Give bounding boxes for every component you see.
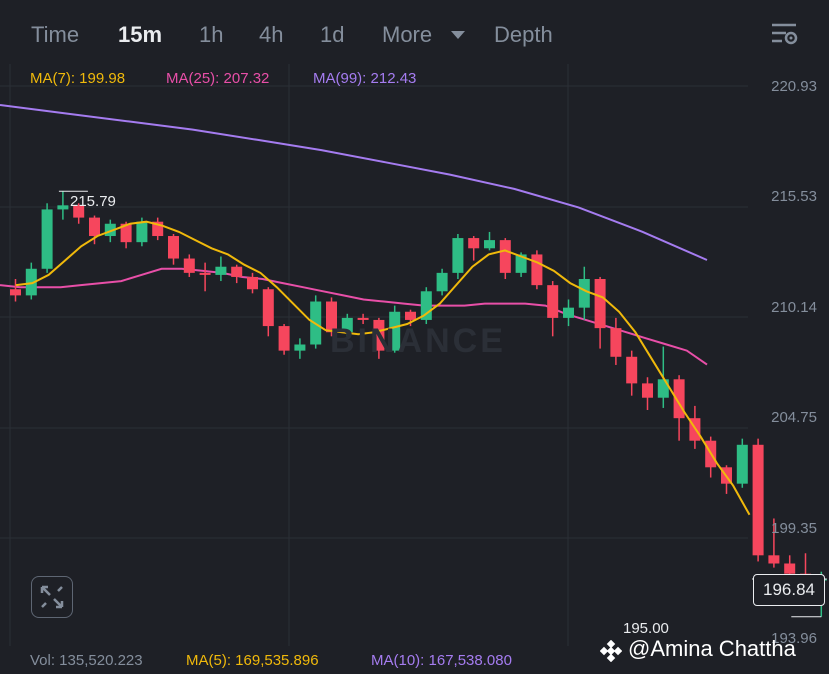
- ma99-line: [0, 104, 708, 261]
- candle-body: [784, 563, 796, 574]
- candle-body: [594, 279, 606, 329]
- volume-ma10-legend: MA(10): 167,538.080: [371, 652, 512, 669]
- candle-body: [278, 326, 290, 351]
- tab-time[interactable]: Time: [31, 22, 80, 47]
- candle-body: [673, 379, 685, 419]
- candle-body: [247, 276, 258, 290]
- candle-body: [452, 238, 464, 273]
- candle-body: [168, 236, 179, 259]
- ma25-legend: MA(25): 207.32: [166, 70, 270, 87]
- tab-15m[interactable]: 15m: [118, 22, 163, 47]
- binance-logo-icon: [600, 640, 622, 662]
- candle-body: [357, 317, 369, 320]
- candle-body: [736, 444, 748, 484]
- candle-body: [531, 254, 543, 286]
- candle-body: [136, 221, 148, 243]
- candle-body: [89, 217, 100, 237]
- candle-body: [199, 272, 211, 275]
- author-name: @Amina Chattha: [628, 636, 796, 661]
- binance-watermark: BINANCE: [330, 322, 506, 360]
- high-price-label: 215.79: [70, 193, 116, 210]
- chevron-down-icon[interactable]: [451, 31, 465, 39]
- volume-ma5-legend: MA(5): 169,535.896: [186, 652, 319, 669]
- candle-body: [183, 258, 195, 273]
- tab-4h[interactable]: 4h: [259, 22, 284, 47]
- tab-more[interactable]: More: [382, 22, 433, 47]
- candle-body: [484, 240, 495, 249]
- low-price-label: 195.00: [623, 620, 669, 637]
- y-tick-label: 193.96: [771, 630, 817, 647]
- candle-body: [341, 317, 353, 333]
- candle-body: [25, 268, 37, 296]
- candle-body: [768, 555, 780, 564]
- candle-body: [626, 356, 638, 384]
- candle-body: [515, 254, 527, 273]
- candle-body: [657, 379, 669, 398]
- candle-body: [468, 238, 480, 249]
- candle-body: [405, 311, 416, 320]
- tab-1d[interactable]: 1d: [320, 22, 345, 47]
- candle-body: [610, 328, 622, 357]
- candle-body: [41, 209, 53, 269]
- tab-1h[interactable]: 1h: [199, 22, 224, 47]
- candle-body: [420, 291, 432, 320]
- y-tick-label: 215.53: [771, 188, 817, 205]
- ma99-legend: MA(99): 212.43: [313, 70, 417, 87]
- candle-body: [104, 223, 116, 237]
- candle-body: [499, 240, 511, 273]
- y-tick-label: 199.35: [771, 520, 817, 537]
- candle-body: [120, 223, 132, 243]
- candle-body: [563, 307, 574, 318]
- volume-legend: Vol: 135,520.223: [30, 652, 143, 669]
- tab-depth[interactable]: Depth: [494, 22, 553, 47]
- y-tick-label: 210.14: [771, 299, 817, 316]
- candle-body: [547, 285, 559, 318]
- fullscreen-button[interactable]: [31, 576, 73, 618]
- ma25-line: [0, 267, 708, 366]
- candle-body: [215, 266, 227, 275]
- candle-body: [373, 319, 385, 351]
- chart-settings-icon[interactable]: [770, 22, 798, 48]
- candle-body: [57, 205, 69, 210]
- ma7-legend: MA(7): 199.98: [30, 70, 126, 87]
- y-tick-label: 204.75: [771, 409, 817, 426]
- candle-body: [578, 279, 590, 308]
- candle-body: [436, 272, 448, 292]
- candle-body: [294, 344, 306, 351]
- candle-body: [389, 311, 401, 351]
- candle-body: [262, 289, 274, 327]
- candle-body: [642, 383, 653, 398]
- ma7-line: [15, 220, 751, 516]
- interval-tabs: Time 15m 1h 4h 1d More Depth: [0, 0, 829, 64]
- candle-body: [73, 205, 85, 218]
- candle-body: [152, 221, 164, 237]
- candle-body: [326, 301, 337, 333]
- candle-body: [10, 289, 21, 296]
- expand-icon: [40, 585, 64, 609]
- candle-body: [231, 266, 243, 277]
- candle-body: [752, 444, 764, 556]
- y-tick-label: 220.93: [771, 78, 817, 95]
- current-price-tag: 196.84: [753, 574, 825, 606]
